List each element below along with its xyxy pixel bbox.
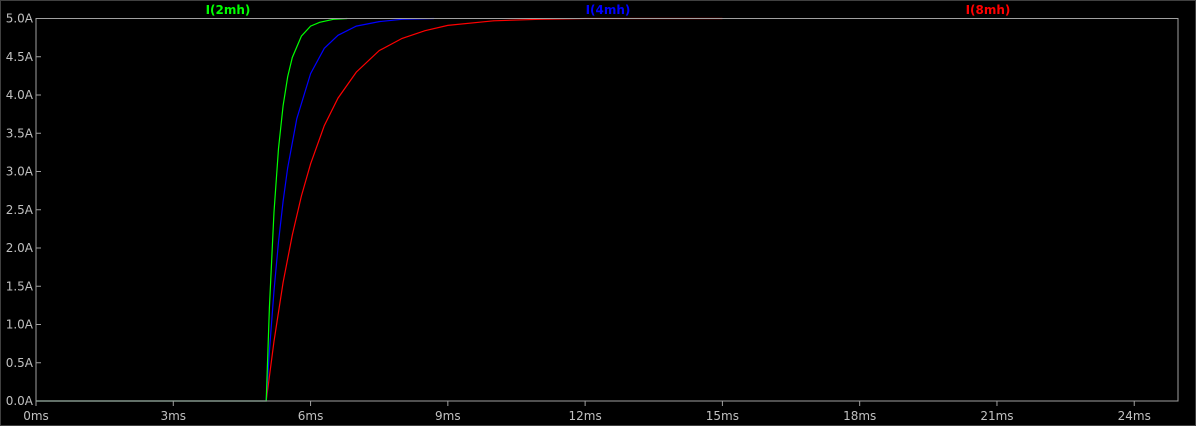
data-point — [273, 340, 275, 342]
x-tick-label: 15ms — [706, 409, 739, 423]
y-tick-label: 3.0A — [6, 165, 34, 179]
data-point — [323, 47, 325, 49]
data-point — [291, 234, 293, 236]
traces — [35, 17, 723, 402]
data-point — [378, 21, 380, 22]
y-tick-label: 3.5A — [6, 126, 34, 140]
x-tick-label: 12ms — [569, 409, 602, 423]
y-tick-label: 5.0A — [6, 12, 34, 26]
y-tick-label: 0.5A — [6, 356, 34, 370]
data-point — [301, 35, 302, 37]
data-point — [538, 18, 540, 20]
trace-i8mh[interactable] — [36, 17, 723, 402]
y-tick-label: 1.5A — [6, 279, 34, 293]
data-point — [268, 307, 270, 309]
x-axis: 0ms 3ms 6ms 9ms 12ms 15ms 18ms 21ms 24ms — [23, 401, 1151, 423]
data-point — [355, 25, 357, 27]
x-tick-label: 21ms — [980, 409, 1013, 423]
data-point — [310, 25, 311, 27]
legend-label[interactable]: I(4mh) — [586, 3, 631, 17]
y-axis: 0.0A 0.5A 1.0A 1.5A 2.0A 2.5A 3.0A 3.5A 4.0A 4.5A… — [6, 12, 41, 408]
data-point — [296, 118, 298, 120]
x-tick-label: 6ms — [298, 409, 324, 423]
x-tick-label: 0ms — [23, 409, 49, 423]
data-point — [447, 24, 449, 26]
data-point — [287, 167, 289, 169]
data-point — [301, 195, 302, 197]
data-point — [333, 18, 334, 20]
x-tick-label: 24ms — [1118, 409, 1151, 423]
data-point — [268, 350, 270, 352]
data-point — [282, 200, 284, 202]
data-point — [273, 211, 275, 213]
data-point — [355, 71, 357, 73]
y-tick-label: 1.0A — [6, 318, 34, 332]
x-tick-label: 18ms — [843, 409, 876, 423]
data-point — [278, 241, 279, 243]
data-point — [282, 282, 284, 283]
data-point — [273, 290, 275, 292]
data-point — [424, 30, 426, 32]
data-point — [310, 73, 311, 74]
x-tick-label: 9ms — [435, 409, 461, 423]
data-point — [378, 50, 380, 52]
legend-label[interactable]: I(2mh) — [206, 3, 251, 17]
y-tick-label: 2.5A — [6, 203, 34, 217]
data-point — [493, 20, 494, 22]
y-tick-label: 4.0A — [6, 88, 34, 102]
data-point — [337, 34, 339, 36]
x-tick-label: 3ms — [160, 409, 186, 423]
data-point — [282, 105, 284, 107]
data-point — [337, 97, 339, 99]
data-point — [287, 76, 289, 78]
legend-label[interactable]: I(8mh) — [966, 3, 1011, 17]
data-point — [323, 125, 325, 126]
data-point — [319, 21, 321, 23]
y-tick-label: 0.0A — [6, 394, 34, 408]
data-point — [310, 163, 311, 165]
data-point — [278, 148, 279, 149]
data-point — [401, 18, 403, 20]
data-point — [401, 37, 403, 39]
y-tick-label: 2.0A — [6, 241, 34, 255]
data-point — [291, 57, 293, 58]
legend: I(2mh) I(4mh) I(8mh) — [206, 3, 1011, 17]
y-tick-label: 4.5A — [6, 50, 34, 64]
